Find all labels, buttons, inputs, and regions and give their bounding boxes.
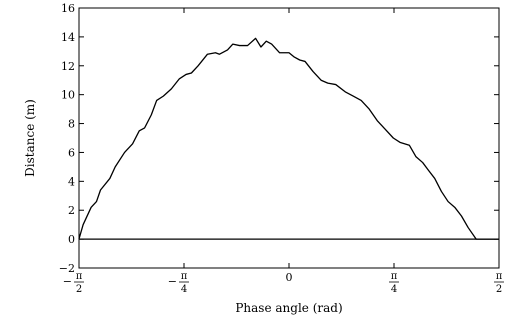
x-tick-denominator: 2 bbox=[496, 284, 502, 295]
x-tick-denominator: 4 bbox=[391, 284, 397, 295]
x-tick-label: 0 bbox=[286, 271, 293, 284]
x-tick-numerator: π bbox=[76, 271, 83, 282]
x-tick-label: − π 4 bbox=[168, 271, 189, 295]
x-axis-label: Phase angle (rad) bbox=[235, 301, 342, 315]
y-tick-label: 12 bbox=[61, 60, 75, 73]
y-tick-label: 14 bbox=[61, 31, 75, 44]
y-tick-label: 0 bbox=[68, 233, 75, 246]
y-tick-label: 8 bbox=[68, 118, 75, 131]
y-tick-label: 6 bbox=[68, 146, 75, 159]
x-tick-denominator: 2 bbox=[76, 284, 82, 295]
x-tick-numerator: π bbox=[391, 271, 398, 282]
y-tick-label: −2 bbox=[59, 262, 75, 275]
y-tick-label: 2 bbox=[68, 204, 75, 217]
x-tick-numerator: π bbox=[181, 271, 188, 282]
data-layer bbox=[78, 37, 500, 240]
y-tick-label: 4 bbox=[68, 175, 75, 188]
x-tick-sign: − bbox=[168, 275, 177, 288]
x-tick-denominator: 4 bbox=[181, 284, 187, 295]
x-tick-label: π4 bbox=[389, 271, 399, 295]
x-tick-label: π2 bbox=[494, 271, 504, 295]
y-tick-label: 16 bbox=[61, 2, 75, 15]
x-tick-label: − π 2 bbox=[63, 271, 84, 295]
y-tick-label: 10 bbox=[61, 89, 75, 102]
plot-frame bbox=[78, 7, 500, 269]
x-tick-numerator: π bbox=[496, 271, 503, 282]
y-axis-label: Distance (m) bbox=[23, 99, 37, 177]
series-line-0 bbox=[78, 37, 500, 240]
axes-layer bbox=[78, 7, 500, 269]
x-tick-sign: − bbox=[63, 275, 72, 288]
